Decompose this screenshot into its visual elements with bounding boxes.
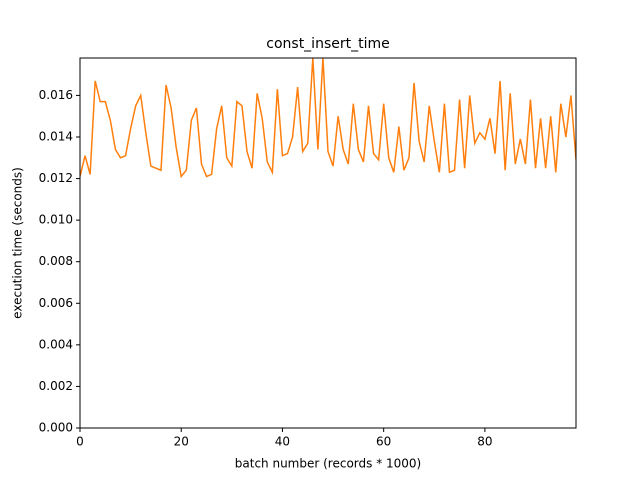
x-tick-label: 60: [376, 435, 391, 449]
y-tick-label: 0.006: [39, 296, 73, 310]
x-tick-label: 40: [275, 435, 290, 449]
y-tick-label: 0.002: [39, 379, 73, 393]
y-tick-label: 0.000: [39, 421, 73, 435]
y-tick-label: 0.012: [39, 171, 73, 185]
y-tick-label: 0.008: [39, 254, 73, 268]
y-axis-label: execution time (seconds): [11, 167, 25, 319]
y-tick-label: 0.010: [39, 213, 73, 227]
chart-title: const_insert_time: [266, 36, 389, 52]
x-tick-label: 20: [174, 435, 189, 449]
x-tick-label: 0: [76, 435, 84, 449]
data-line: [80, 57, 576, 179]
plot-frame: [79, 57, 577, 429]
x-axis-label: batch number (records * 1000): [235, 457, 421, 471]
y-tick-label: 0.004: [39, 337, 73, 351]
y-tick-label: 0.016: [39, 88, 73, 102]
x-tick-label: 80: [477, 435, 492, 449]
y-tick-label: 0.014: [39, 129, 73, 143]
